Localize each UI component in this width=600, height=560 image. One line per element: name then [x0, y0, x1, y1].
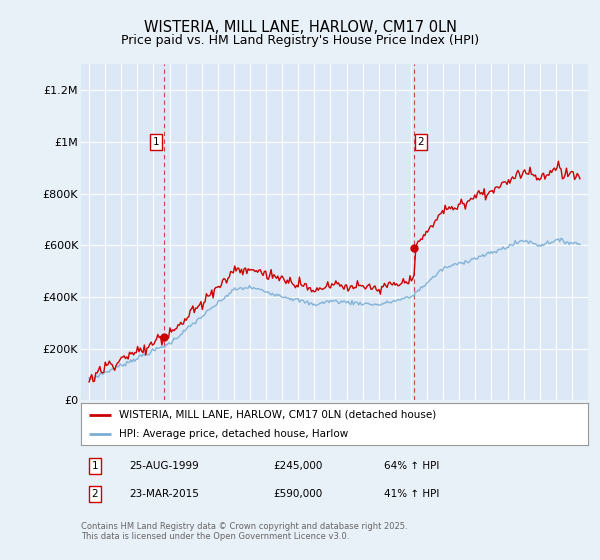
Text: 23-MAR-2015: 23-MAR-2015: [129, 489, 199, 499]
Text: 2: 2: [91, 489, 98, 499]
Text: Price paid vs. HM Land Registry's House Price Index (HPI): Price paid vs. HM Land Registry's House …: [121, 34, 479, 46]
Text: 64% ↑ HPI: 64% ↑ HPI: [384, 461, 439, 471]
Text: 25-AUG-1999: 25-AUG-1999: [129, 461, 199, 471]
Text: 1: 1: [91, 461, 98, 471]
Text: WISTERIA, MILL LANE, HARLOW, CM17 0LN (detached house): WISTERIA, MILL LANE, HARLOW, CM17 0LN (d…: [119, 409, 436, 419]
Text: £245,000: £245,000: [273, 461, 322, 471]
Text: £590,000: £590,000: [273, 489, 322, 499]
Text: WISTERIA, MILL LANE, HARLOW, CM17 0LN: WISTERIA, MILL LANE, HARLOW, CM17 0LN: [143, 20, 457, 35]
Text: HPI: Average price, detached house, Harlow: HPI: Average price, detached house, Harl…: [119, 429, 348, 439]
Text: 41% ↑ HPI: 41% ↑ HPI: [384, 489, 439, 499]
Text: Contains HM Land Registry data © Crown copyright and database right 2025.
This d: Contains HM Land Registry data © Crown c…: [81, 522, 407, 542]
Text: 1: 1: [152, 137, 159, 147]
Text: 2: 2: [418, 137, 424, 147]
